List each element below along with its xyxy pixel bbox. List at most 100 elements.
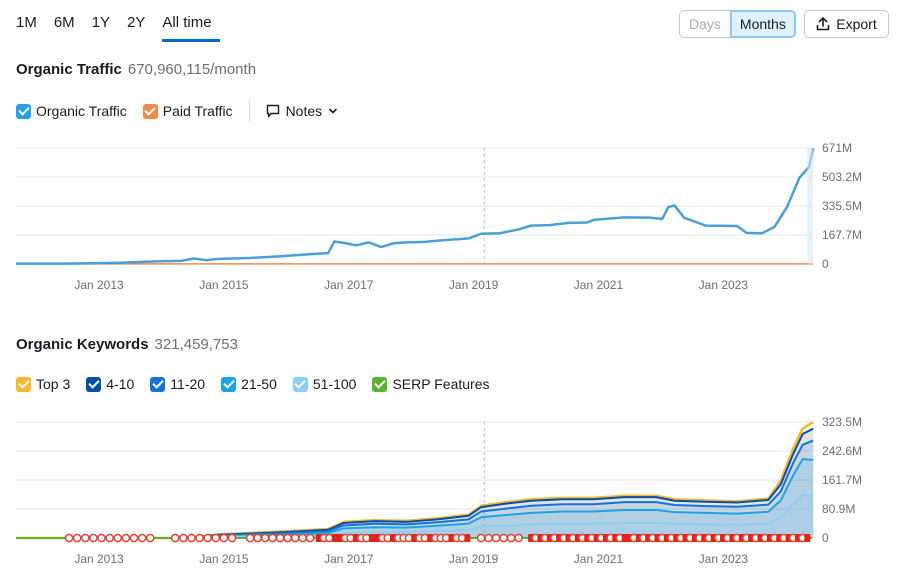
checkbox-icon	[16, 376, 31, 392]
legend-label: Organic Traffic	[36, 103, 127, 119]
traffic-x-tick-label: Jan 2019	[449, 278, 499, 292]
traffic-y-tick-label: 0	[822, 257, 829, 271]
legend-51-100[interactable]: 51-100	[292, 376, 357, 392]
google-update-marker	[203, 533, 213, 543]
range-tab-2y[interactable]: 2Y	[127, 14, 146, 31]
area-11-20	[16, 440, 814, 538]
comment-icon	[266, 104, 279, 118]
algorithm-update-marker	[331, 534, 338, 542]
legend-label: 11-20	[170, 376, 206, 392]
upload-icon	[816, 17, 830, 31]
export-button[interactable]: Export	[804, 10, 889, 38]
legend-top-3[interactable]: Top 3	[16, 376, 70, 392]
google-update-marker	[80, 533, 90, 543]
google-update-marker	[195, 533, 204, 543]
organic-traffic-title: Organic Traffic 670,960,115/month	[16, 61, 256, 78]
keywords-y-tick-label: 80.9M	[822, 502, 855, 516]
google-update-marker	[499, 533, 508, 543]
google-update-marker	[211, 533, 221, 543]
keywords-x-tick-label: Jan 2013	[74, 552, 124, 566]
traffic-x-tick-label: Jan 2013	[74, 278, 124, 292]
organic-traffic-value: 670,960,115/month	[127, 61, 257, 78]
google-update-marker	[137, 533, 147, 543]
google-update-marker	[129, 533, 139, 543]
legend-organic-traffic[interactable]: Organic Traffic	[16, 103, 127, 119]
google-update-marker	[219, 533, 229, 543]
checkbox-icon	[292, 376, 308, 392]
legend-divider	[248, 100, 250, 122]
organic-keywords-label: Organic Keywords	[16, 336, 149, 353]
google-update-marker	[170, 533, 180, 543]
google-update-marker	[268, 533, 277, 543]
date-range-tabs: 1M 6M 1Y 2Y All time	[16, 14, 229, 42]
legend-4-10[interactable]: 4-10	[86, 376, 134, 392]
traffic-x-tick-label: Jan 2023	[699, 278, 749, 292]
line-11-20	[16, 439, 814, 539]
line-21-50	[16, 458, 814, 539]
checkbox-icon	[221, 376, 237, 392]
checkbox-icon	[86, 376, 102, 392]
range-tab-1m[interactable]: 1M	[16, 14, 37, 31]
checkbox-icon	[150, 376, 166, 392]
google-update-marker	[89, 533, 98, 543]
notes-dropdown[interactable]: Notes	[266, 103, 339, 119]
algorithm-update-marker	[804, 534, 811, 542]
organic-keywords-chart: 323.5M 242.6M 161.7M 80.9M 0 Jan 2013 Jan 2015…	[16, 415, 862, 566]
google-update-marker	[97, 533, 106, 543]
current-month-band	[807, 148, 814, 264]
google-update-marker	[275, 533, 285, 543]
legend-label: 51-100	[312, 376, 357, 392]
legend-label: Top 3	[36, 376, 71, 392]
legend-21-50[interactable]: 21-50	[221, 376, 277, 392]
legend-label: 21-50	[241, 376, 277, 392]
range-tab-6m[interactable]: 6M	[53, 14, 75, 31]
range-tab-1y[interactable]: 1Y	[91, 14, 111, 31]
legend-paid-traffic[interactable]: Paid Traffic	[142, 103, 233, 119]
keywords-y-tick-label: 242.6M	[822, 444, 862, 458]
algorithm-update-marker	[464, 534, 471, 542]
days-button[interactable]: Days	[679, 10, 730, 38]
google-update-marker	[72, 533, 82, 543]
line-4-10	[16, 427, 814, 539]
google-update-marker	[187, 533, 196, 543]
keywords-y-tick-label: 323.5M	[822, 415, 862, 429]
google-update-marker	[484, 533, 494, 543]
checkbox-icon	[372, 376, 388, 392]
granularity-toggle: Days Months	[679, 10, 796, 38]
google-update-marker	[290, 533, 300, 543]
google-update-marker	[245, 533, 255, 543]
keywords-x-tick-label: Jan 2017	[324, 552, 374, 566]
traffic-x-tick-label: Jan 2021	[574, 278, 624, 292]
organic-keywords-title: Organic Keywords 321,459,753	[16, 336, 238, 353]
google-update-marker	[305, 533, 315, 543]
google-update-marker	[113, 533, 123, 543]
area-51-100	[16, 494, 814, 538]
google-update-marker	[178, 533, 188, 543]
traffic-y-tick-label: 167.7M	[822, 228, 862, 242]
google-update-marker	[514, 533, 523, 543]
google-update-marker	[506, 533, 516, 543]
months-button[interactable]: Months	[729, 10, 796, 38]
legend-label: 4-10	[106, 376, 135, 392]
keywords-x-tick-label: Jan 2015	[199, 552, 249, 566]
keywords-y-tick-label: 0	[822, 531, 829, 545]
organic-traffic-chart: 671M 503.2M 335.5M 167.7M 0 Jan 2013 Jan 2015 J…	[16, 141, 862, 292]
export-label: Export	[836, 16, 877, 32]
legend-11-20[interactable]: 11-20	[150, 376, 205, 392]
checkbox-icon	[16, 103, 31, 119]
notes-label: Notes	[285, 103, 323, 119]
chevron-down-icon	[329, 108, 337, 114]
traffic-x-tick-label: Jan 2015	[199, 278, 249, 292]
google-update-marker	[121, 533, 131, 543]
google-update-marker	[298, 533, 307, 543]
keywords-x-tick-label: Jan 2021	[574, 552, 624, 566]
google-update-marker	[283, 533, 292, 543]
range-tab-all-time[interactable]: All time	[162, 14, 220, 42]
traffic-x-tick-label: Jan 2017	[324, 278, 374, 292]
legend-label: SERP Features	[392, 376, 490, 392]
google-update-marker	[260, 533, 270, 543]
legend-serp-features[interactable]: SERP Features	[372, 376, 489, 392]
organic-traffic-label: Organic Traffic	[16, 61, 122, 78]
area-21-50	[16, 459, 814, 538]
google-update-marker	[491, 533, 501, 543]
